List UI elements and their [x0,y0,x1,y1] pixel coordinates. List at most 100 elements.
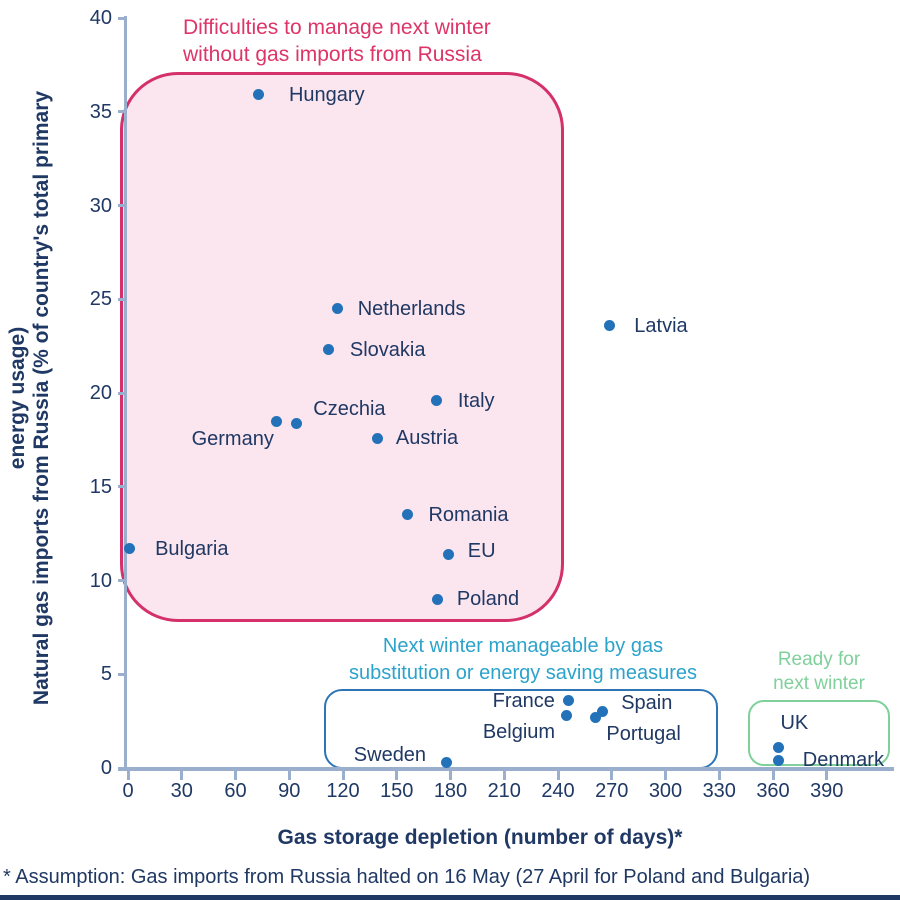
y-tick [118,204,125,207]
point-label-uk: UK [780,712,809,735]
data-point-romania [402,509,413,521]
point-label-latvia: Latvia [634,314,688,337]
point-label-poland: Poland [456,588,520,611]
data-point-poland [432,593,444,605]
point-label-spain: Spain [621,691,673,714]
data-point-germany [271,415,283,427]
x-axis-title: Gas storage depletion (number of days)* [277,826,683,849]
point-label-bulgaria: Bulgaria [155,537,229,560]
y-tick-label: 35 [89,100,112,123]
point-label-netherlands: Netherlands [357,297,466,320]
data-point-sweden [441,756,453,768]
x-axis-line [118,767,894,771]
footnote: * Assumption: Gas imports from Russia ha… [3,866,811,888]
x-tick [664,771,667,780]
data-point-spain [597,706,609,718]
x-tick-label: 0 [122,780,134,802]
annotation-title-line: Ready for [777,649,861,670]
y-tick-label: 30 [89,194,112,217]
point-label-denmark: Denmark [802,748,884,771]
x-tick-label: 270 [595,780,629,802]
data-point-portugal [590,711,602,723]
data-point-netherlands [332,303,344,315]
data-point-denmark [772,755,784,766]
bottom-bar [0,895,900,900]
annotation-title-line: next winter [773,673,865,694]
y-tick [118,297,125,301]
data-point-italy [430,395,442,406]
point-label-germany: Germany [191,428,274,451]
x-tick [449,771,452,780]
x-tick [556,771,560,780]
point-label-hungary: Hungary [288,83,365,106]
y-tick [118,485,125,489]
annotation-title-line: Difficulties to manage next winter [183,16,491,39]
point-label-eu: EU [467,540,496,563]
point-label-romania: Romania [428,503,509,526]
x-tick [610,771,614,780]
point-label-czechia: Czechia [313,398,386,420]
x-tick-label: 120 [326,780,360,802]
x-tick-label: 30 [170,780,193,802]
data-point-eu [443,548,455,560]
x-tick [771,771,775,780]
x-tick [825,771,829,780]
annotation-box-difficulties [120,72,564,622]
y-tick-label: 40 [89,7,112,29]
x-tick [287,771,291,780]
y-tick-label: 0 [100,757,112,779]
y-axis-title-line2: energy usage) [6,326,29,470]
data-point-uk [772,741,784,753]
annotation-title-line: without gas imports from Russia [183,43,482,66]
x-tick [180,771,184,780]
x-tick [395,771,399,780]
x-tick-label: 180 [433,780,468,802]
y-tick-label: 10 [89,569,112,592]
x-tick [717,771,721,780]
data-point-czechia [290,417,302,429]
annotation-title-line: Next winter manageable by gas [382,635,664,657]
y-tick [118,579,125,582]
x-tick-label: 240 [541,780,575,802]
point-label-slovakia: Slovakia [349,338,426,361]
point-label-france: France [492,689,555,712]
x-tick [234,771,237,780]
y-axis-title-line1: Natural gas imports from Russia (% of co… [30,90,53,706]
data-point-slovakia [323,344,335,356]
x-tick [341,771,345,780]
point-label-austria: Austria [395,427,459,449]
x-tick [126,771,130,780]
annotation-title-manageable: Next winter manageable by gas substitutio… [327,633,719,687]
annotation-title-difficulties: Difficulties to manage next winter withou… [183,14,583,68]
x-tick-label: 90 [278,780,301,802]
x-tick-label: 360 [756,780,790,802]
y-tick-label: 15 [89,475,112,498]
y-axis-line [124,16,127,771]
x-tick-label: 330 [702,780,736,802]
x-tick-label: 150 [380,780,414,802]
data-point-hungary [253,89,265,101]
data-point-austria [371,432,383,444]
x-tick-label: 300 [648,780,683,802]
y-tick [118,766,125,770]
annotation-title-line: substitution or energy saving measures [349,662,697,684]
annotation-box-manageable [324,689,718,769]
x-tick-label: 210 [487,780,521,802]
annotation-box-ready [748,700,890,766]
y-tick-label: 25 [89,288,112,311]
x-tick-label: 390 [810,780,844,802]
data-point-latvia [604,320,616,331]
y-tick [118,391,125,395]
x-tick-label: 60 [224,780,247,802]
y-tick [118,110,125,114]
point-label-sweden: Sweden [353,744,427,767]
point-label-belgium: Belgium [482,720,556,743]
data-point-bulgaria [124,543,136,555]
annotation-title-ready: Ready for next winter [748,648,890,696]
data-point-france [563,695,575,706]
point-label-portugal: Portugal [606,723,681,746]
point-label-italy: Italy [457,389,495,412]
data-point-belgium [561,710,573,721]
y-tick [118,672,125,676]
